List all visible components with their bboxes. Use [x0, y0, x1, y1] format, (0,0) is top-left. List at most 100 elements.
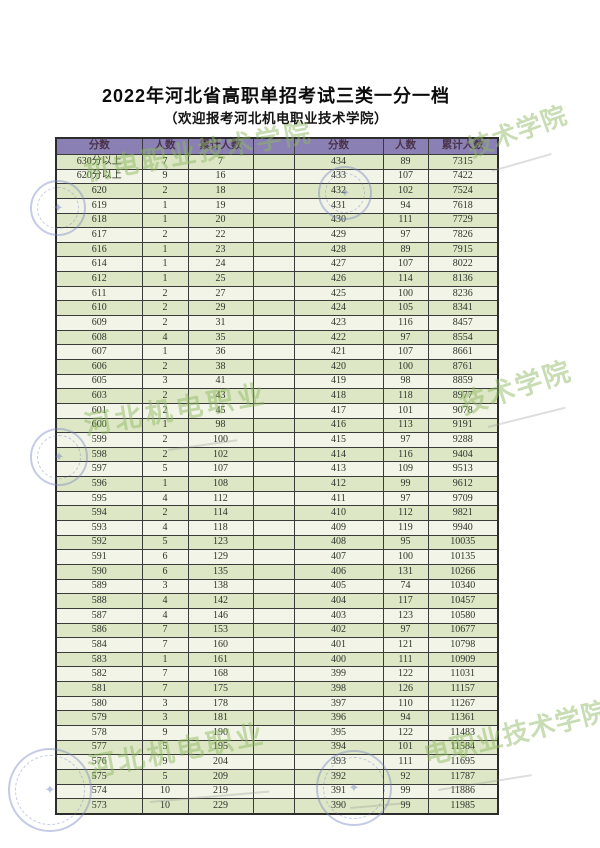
- cell-cumulative: 9513: [427, 461, 499, 478]
- cell-score: 597: [55, 461, 143, 478]
- cell-count: 5: [141, 768, 189, 785]
- cell-count: 97: [382, 227, 429, 243]
- table-row: 603 2 43 418 118 8977: [55, 388, 499, 404]
- cell-count: 4: [141, 607, 189, 624]
- cell-gap: [252, 783, 295, 800]
- cell-count: 2: [141, 432, 189, 448]
- cell-score: 578: [55, 724, 143, 741]
- cell-cumulative: 8661: [427, 344, 499, 360]
- cell-count: 2: [141, 358, 189, 375]
- cell-score: 589: [55, 578, 143, 595]
- cell-score: 431: [293, 197, 384, 214]
- cell-gap: [252, 402, 295, 419]
- cell-score: 406: [293, 563, 384, 580]
- table-row: 586 7 153 402 97 10677: [55, 622, 499, 639]
- table-row: 595 4 112 411 97 9709: [55, 490, 499, 507]
- cell-count: 100: [382, 549, 429, 565]
- cell-gap: [252, 344, 295, 360]
- cell-cumulative: 11695: [427, 754, 499, 770]
- table-row: 607 1 36 421 107 8661: [55, 344, 499, 360]
- table-row: 577 5 195 394 101 11584: [55, 739, 499, 756]
- cell-count: 1: [141, 651, 189, 668]
- cell-cumulative: 25: [187, 271, 254, 287]
- cell-count: 1: [141, 241, 189, 258]
- cell-count: 3: [141, 578, 189, 595]
- cell-count: 89: [382, 154, 429, 170]
- cell-cumulative: 204: [187, 754, 254, 770]
- cell-score: 423: [293, 315, 384, 331]
- column-header: 分数: [293, 137, 384, 155]
- cell-score: 395: [293, 724, 384, 741]
- cell-cumulative: 7422: [427, 168, 499, 185]
- cell-count: 2: [141, 315, 189, 331]
- cell-cumulative: 118: [187, 520, 254, 536]
- cell-cumulative: 8457: [427, 315, 499, 331]
- cell-score: 407: [293, 549, 384, 565]
- cell-score: 412: [293, 476, 384, 492]
- cell-score: 580: [55, 695, 143, 712]
- cell-gap: [252, 768, 295, 785]
- cell-cumulative: 9078: [427, 402, 499, 419]
- cell-count: 1: [141, 197, 189, 214]
- page-subtitle: （欢迎报考河北机电职业技术学院）: [164, 111, 388, 126]
- cell-count: 10: [141, 798, 189, 815]
- cell-gap: [252, 490, 295, 507]
- cell-score: 616: [55, 241, 143, 258]
- cell-cumulative: 209: [187, 768, 254, 785]
- cell-cumulative: 160: [187, 637, 254, 653]
- cell-score: 420: [293, 358, 384, 375]
- cell-cumulative: 7524: [427, 183, 499, 199]
- cell-cumulative: 98: [187, 417, 254, 434]
- column-header: 人数: [382, 137, 429, 155]
- table-row: 594 2 114 410 112 9821: [55, 505, 499, 522]
- cell-score: 612: [55, 271, 143, 287]
- cell-count: 4: [141, 520, 189, 536]
- cell-count: 9: [141, 168, 189, 185]
- table-row: 575 5 209 392 92 11787: [55, 768, 499, 785]
- cell-cumulative: 18: [187, 183, 254, 199]
- cell-count: 101: [382, 739, 429, 756]
- cell-count: 5: [141, 534, 189, 551]
- cell-gap: [252, 417, 295, 434]
- cell-score: 614: [55, 256, 143, 273]
- cell-cumulative: 8236: [427, 285, 499, 302]
- cell-cumulative: 108: [187, 476, 254, 492]
- cell-cumulative: 10266: [427, 563, 499, 580]
- cell-score: 417: [293, 402, 384, 419]
- cell-cumulative: 7826: [427, 227, 499, 243]
- cell-gap: [252, 388, 295, 404]
- cell-count: 9: [141, 724, 189, 741]
- cell-cumulative: 10340: [427, 578, 499, 595]
- cell-score: 609: [55, 315, 143, 331]
- cell-count: 101: [382, 402, 429, 419]
- cell-score: 434: [293, 154, 384, 170]
- cell-count: 2: [141, 183, 189, 199]
- cell-cumulative: 29: [187, 300, 254, 317]
- cell-cumulative: 123: [187, 534, 254, 551]
- table-row: 610 2 29 424 105 8341: [55, 300, 499, 317]
- table-header-row: 分数 人数 累计人数 分数 人数 累计人数: [55, 137, 499, 155]
- cell-count: 7: [141, 637, 189, 653]
- cell-score: 599: [55, 432, 143, 448]
- cell-cumulative: 102: [187, 446, 254, 463]
- cell-score: 606: [55, 358, 143, 375]
- cell-cumulative: 8859: [427, 373, 499, 390]
- table-row: 592 5 123 408 95 10035: [55, 534, 499, 551]
- cell-count: 97: [382, 329, 429, 346]
- cell-cumulative: 11361: [427, 710, 499, 726]
- cell-score: 429: [293, 227, 384, 243]
- cell-score: 575: [55, 768, 143, 785]
- cell-cumulative: 181: [187, 710, 254, 726]
- cell-cumulative: 9612: [427, 476, 499, 492]
- cell-score: 574: [55, 783, 143, 800]
- cell-gap: [252, 534, 295, 551]
- cell-count: 2: [141, 505, 189, 522]
- cell-score: 607: [55, 344, 143, 360]
- table-row: 589 3 138 405 74 10340: [55, 578, 499, 595]
- cell-count: 7: [141, 622, 189, 639]
- cell-gap: [252, 183, 295, 199]
- table-row: 583 1 161 400 111 10909: [55, 651, 499, 668]
- cell-count: 117: [382, 593, 429, 609]
- cell-cumulative: 24: [187, 256, 254, 273]
- cell-score: 603: [55, 388, 143, 404]
